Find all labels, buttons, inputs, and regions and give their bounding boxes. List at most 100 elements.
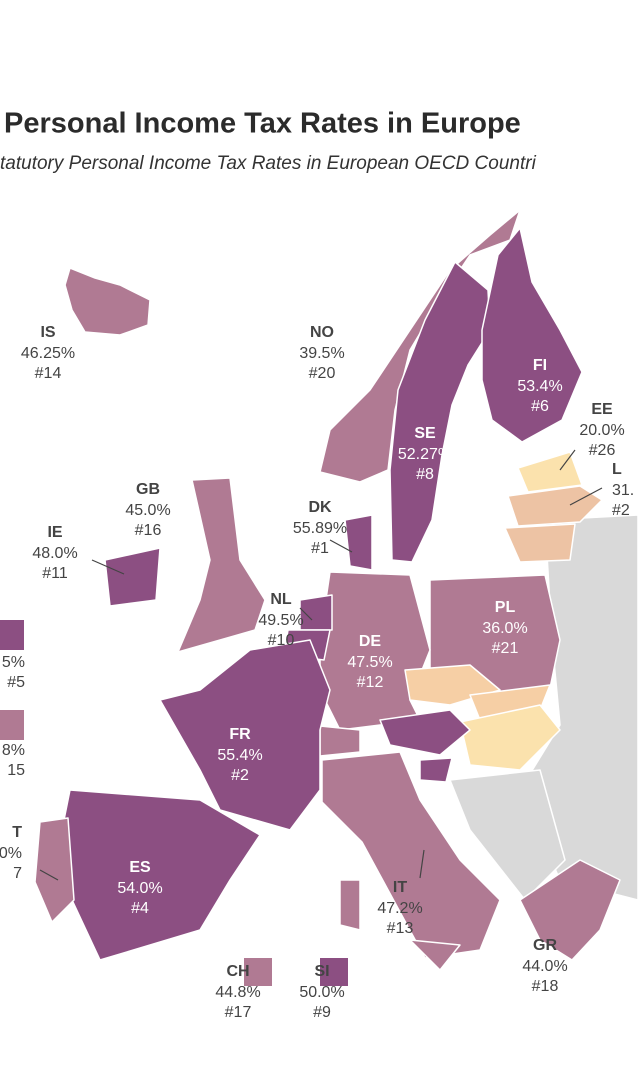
rank: #11 [42, 565, 68, 582]
rank: #13 [387, 920, 414, 937]
country-lv [507, 485, 603, 527]
leader-line [419, 849, 425, 879]
country-at [379, 709, 471, 756]
country-sardinia [339, 879, 361, 931]
leader-line [39, 869, 59, 881]
country-ie [104, 547, 161, 607]
country-gr [519, 859, 621, 961]
country-si [419, 757, 453, 783]
rank: #2 [231, 767, 249, 784]
title: Personal Income Tax Rates in Europe [4, 108, 521, 140]
rank: #18 [532, 978, 559, 995]
country-dk [344, 514, 373, 571]
country-code: PL [495, 599, 516, 616]
rank: #16 [135, 522, 162, 539]
rank: #12 [357, 674, 384, 691]
tax-rate: 55.89% [293, 520, 347, 537]
rank: #26 [589, 442, 616, 459]
rank: #1 [311, 540, 329, 557]
leader-lines [39, 449, 603, 881]
tax-rate: 52.27% [398, 446, 452, 463]
country-code: NL [270, 591, 292, 608]
tax-rate: 44.8% [215, 984, 260, 1001]
tax-rate: 47.2% [377, 900, 422, 917]
country-fi [481, 227, 583, 443]
country-fr [159, 639, 331, 831]
leader-line [329, 539, 353, 553]
country-se [389, 261, 491, 563]
country-code: GR [533, 937, 557, 954]
rank: #9 [313, 1004, 331, 1021]
tax-rate: 8% [2, 742, 25, 759]
country-de [319, 571, 431, 731]
country-labels: IS 46.25% #14 NO 39.5% #20 FI 53.4% #6 EE 20.0% #26… [0, 324, 634, 1021]
rank: #14 [35, 365, 62, 382]
country-code: SI [314, 963, 329, 980]
country-is [64, 267, 151, 336]
country-code: T [12, 824, 22, 841]
country-pt [34, 817, 75, 923]
country-code: SE [414, 425, 436, 442]
rank: 7 [13, 865, 22, 882]
tax-rate: 36.0% [482, 620, 527, 637]
rank: #8 [416, 466, 434, 483]
tax-rate: 47.5% [347, 654, 392, 671]
country-gb [177, 477, 266, 653]
rank: #20 [309, 365, 336, 382]
country-code: FR [229, 726, 251, 743]
leader-line [299, 607, 313, 621]
tax-rate: 20.0% [579, 422, 624, 439]
tax-rate: 45.0% [125, 502, 170, 519]
rank: #21 [492, 640, 519, 657]
rank: #4 [131, 900, 149, 917]
swatch-ch [244, 958, 272, 986]
tax-rate: 46.25% [21, 345, 75, 362]
leader-line [91, 559, 125, 575]
tax-rate: 39.5% [299, 345, 344, 362]
tax-rate: 53.4% [517, 378, 562, 395]
swatch-si [320, 958, 348, 986]
country-code: EE [591, 401, 613, 418]
tax-rate: 55.4% [217, 747, 262, 764]
tax-rate: 31. [612, 482, 634, 499]
swatch-lu [0, 710, 24, 740]
country-code: IT [393, 879, 407, 896]
legend-swatches [0, 620, 348, 986]
country-code: NO [310, 324, 334, 341]
country-code: DK [308, 499, 332, 516]
country-code: FI [533, 357, 547, 374]
leader-line [569, 487, 603, 506]
country-it [321, 751, 501, 959]
rank: #10 [268, 632, 295, 649]
country-code: ES [129, 859, 151, 876]
subtitle: tatutory Personal Income Tax Rates in Eu… [0, 153, 537, 174]
tax-rate: 54.0% [117, 880, 162, 897]
tax-rate: 50.0% [299, 984, 344, 1001]
country-nl [299, 594, 333, 631]
rank: #5 [7, 674, 25, 691]
country-es [61, 789, 261, 961]
country-code: GB [136, 481, 160, 498]
tax-rate: 44.0% [522, 958, 567, 975]
countries [34, 209, 638, 971]
country-code: CH [226, 963, 249, 980]
country-lt [504, 523, 576, 563]
swatch-be [0, 620, 24, 650]
country-code: DE [359, 633, 382, 650]
country-grey [449, 769, 566, 901]
country-code: IE [47, 524, 62, 541]
tax-rate: 0% [0, 845, 22, 862]
rank: #2 [612, 502, 630, 519]
leader-line [559, 449, 576, 471]
rank: #17 [225, 1004, 252, 1021]
tax-rate: 49.5% [258, 612, 303, 629]
country-hu [459, 704, 561, 771]
tax-rate: 5% [2, 654, 25, 671]
tax-rate: 48.0% [32, 545, 77, 562]
rank: #6 [531, 398, 549, 415]
country-ee [517, 451, 583, 493]
country-code: L [612, 461, 622, 478]
country-sicily [409, 939, 461, 971]
rank: 15 [7, 762, 25, 779]
